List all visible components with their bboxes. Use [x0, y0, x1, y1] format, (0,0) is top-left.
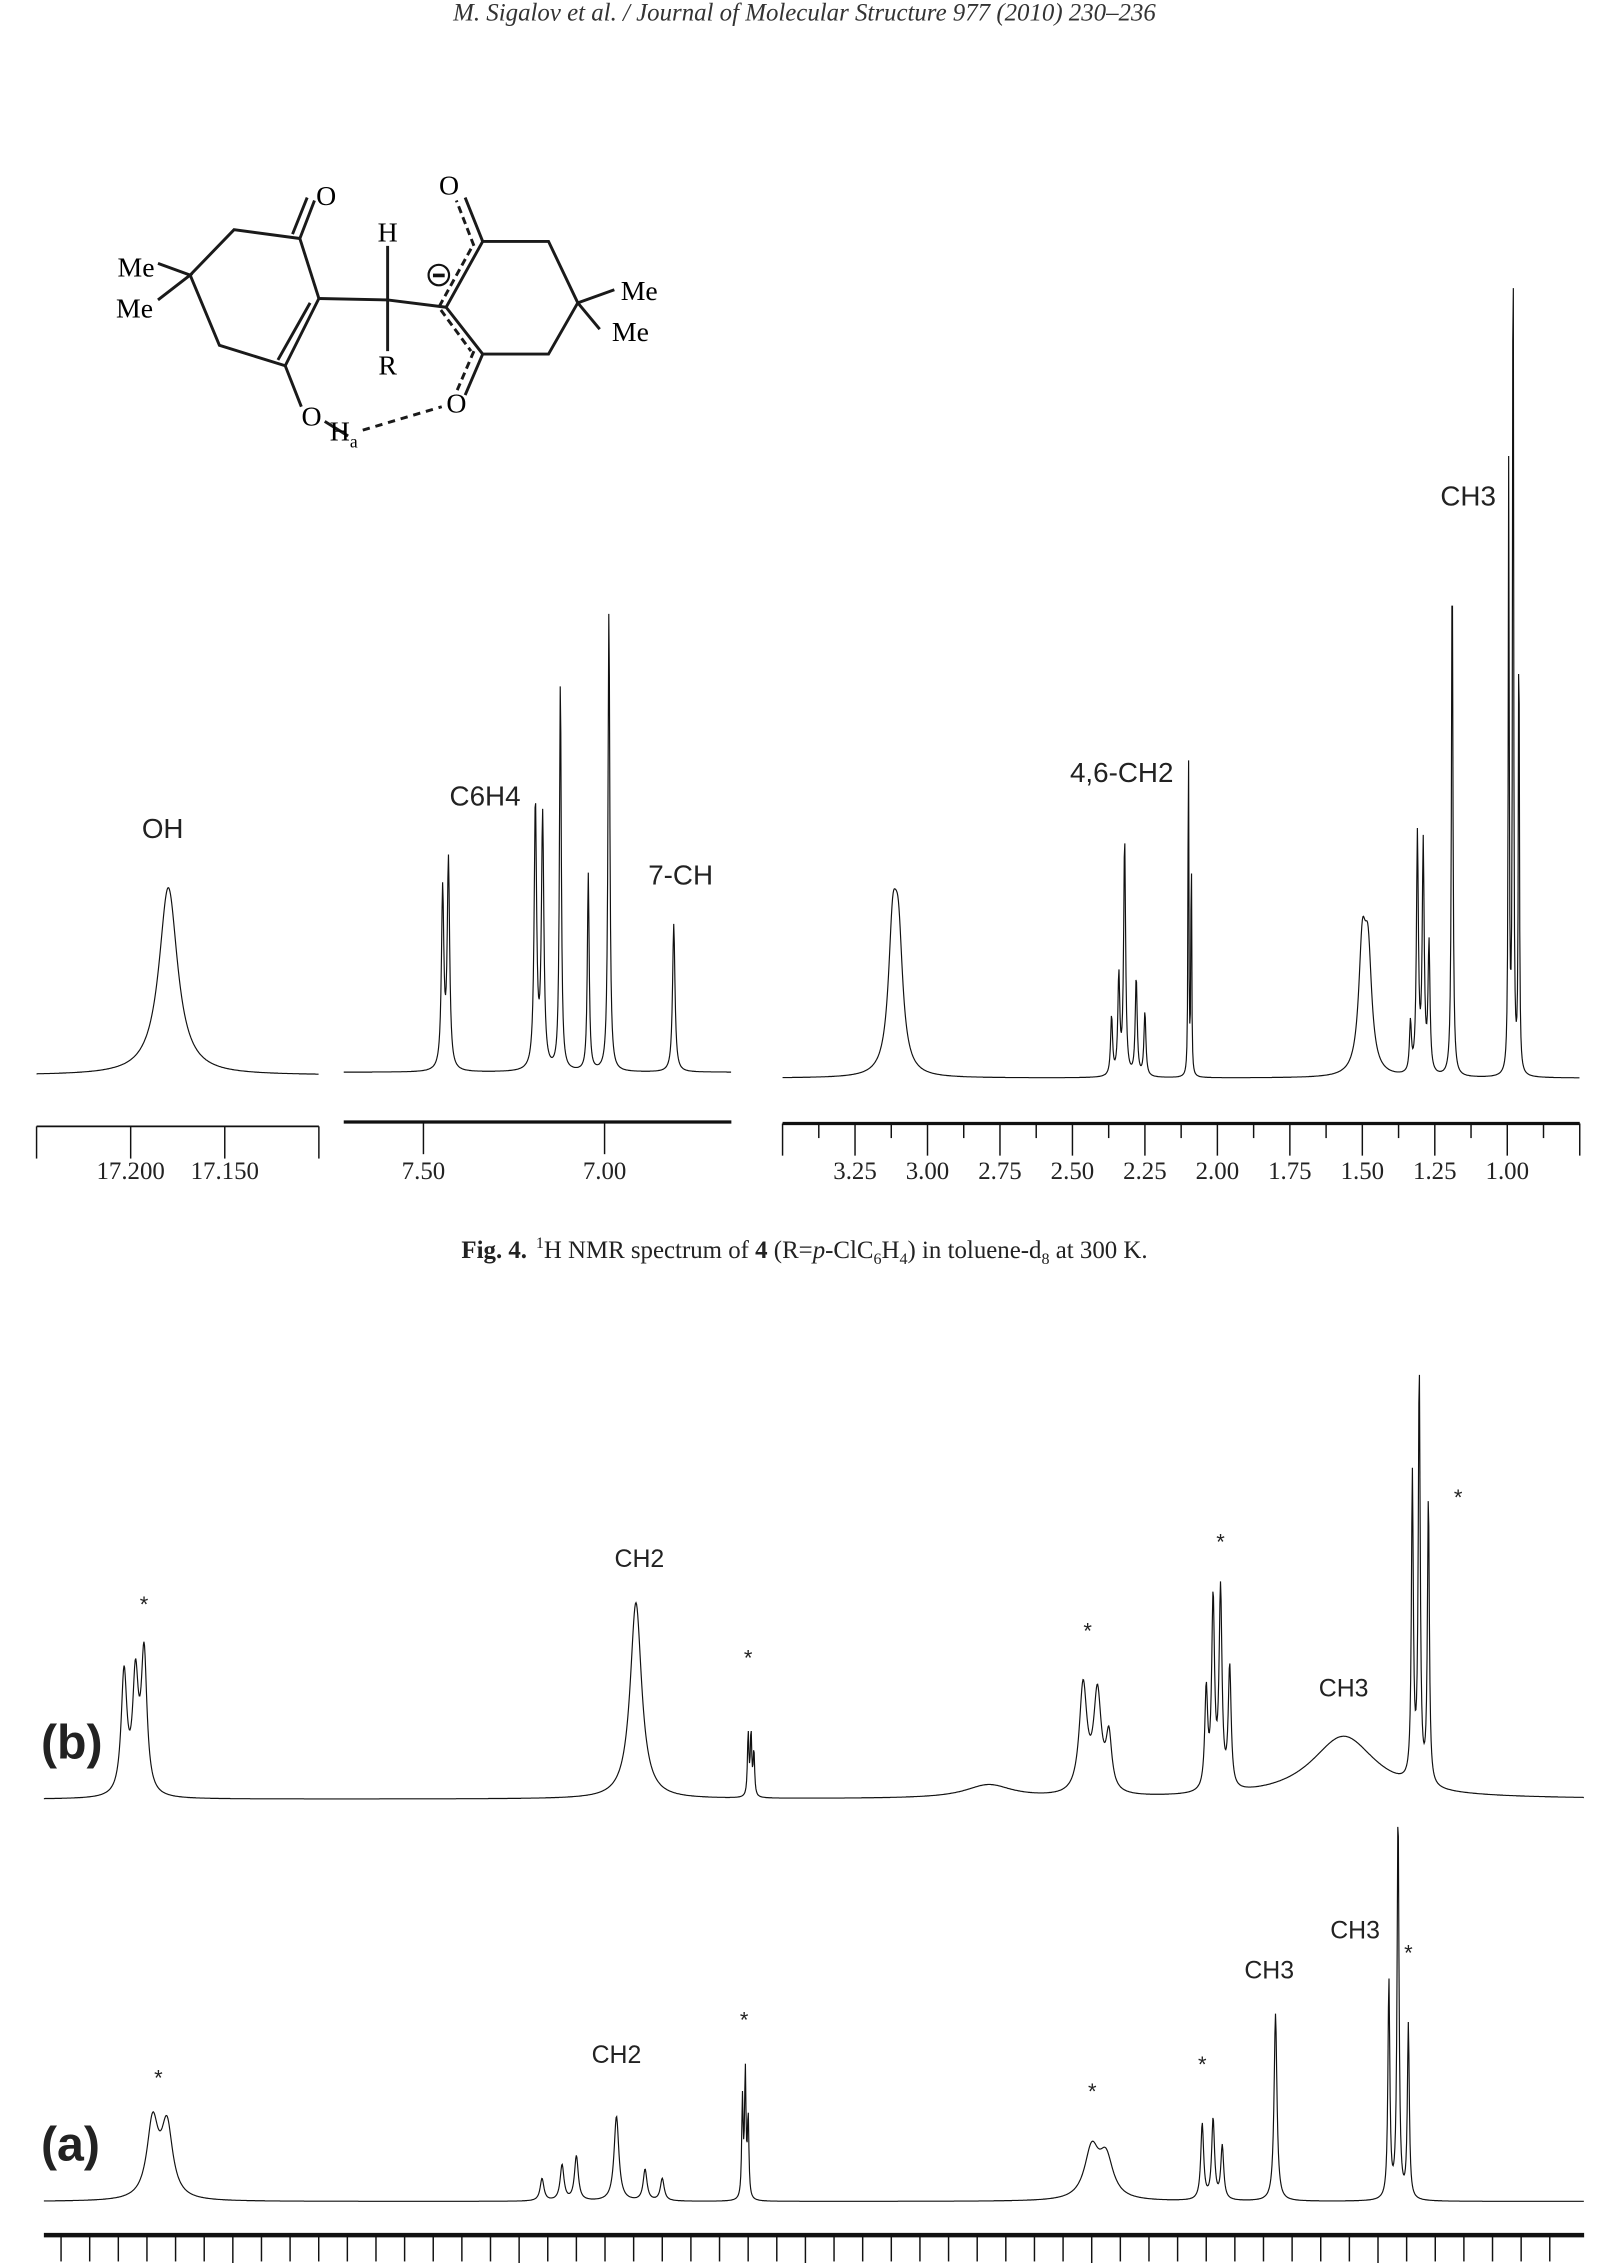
x-tick-label: 2.50 [1051, 1158, 1095, 1185]
peak-label: CH3 [1319, 1675, 1369, 1703]
peak-label: 7-CH [648, 860, 713, 891]
spectrum-b: (b) * CH2 * * * CH3 * [41, 1374, 1584, 1800]
atom-h: H [378, 217, 398, 248]
spectrum-trace [43, 1374, 1584, 1800]
asterisk-marker: * [1454, 1485, 1463, 1510]
x-tick-label: 2.75 [978, 1158, 1022, 1185]
spectrum-a: (a) * CH2 * * * CH3 CH3 * [41, 1826, 1584, 2202]
atom-me: Me [612, 317, 649, 348]
spectrum-trace [36, 886, 319, 1075]
x-tick-label: 1.25 [1413, 1158, 1457, 1185]
peak-label: CH2 [592, 2041, 642, 2069]
x-tick-label: 7.00 [583, 1158, 627, 1185]
peak-label: CH3 [1330, 1916, 1380, 1944]
atom-o: O [446, 389, 466, 420]
spectrum-panel-2: 7.50 7.00 C6H4 7-CH [343, 613, 732, 1185]
stacked-nmr-spectra: (b) * CH2 * * * CH3 * (a) * CH2 * * * CH3 CH3 * 3.002.502… [41, 1374, 1585, 2263]
fig4-nmr-spectrum: 17.200 17.150 OH 7.50 7.00 C6H4 7-CH 3.25 3.00 2.… [35, 288, 1581, 1185]
peak-label: 4,6-CH2 [1070, 757, 1173, 788]
asterisk-marker: * [740, 2007, 749, 2032]
spectrum-label: (b) [41, 1715, 103, 1769]
peak-label: CH2 [615, 1545, 665, 1573]
running-header: M. Sigalov et al. / Journal of Molecular… [452, 0, 1156, 27]
spectrum-label: (a) [41, 2118, 100, 2172]
asterisk-marker: * [1216, 1529, 1225, 1554]
peak-label: OH [142, 813, 184, 844]
x-tick-label: 17.150 [191, 1158, 259, 1185]
spectrum-panel-3: 3.25 3.00 2.75 2.50 2.25 2.00 1.75 1.50 1.25 1.00… [781, 288, 1581, 1185]
atom-r: R [378, 351, 397, 382]
x-tick-label: 1.75 [1268, 1158, 1312, 1185]
x-tick-label: 1.00 [1486, 1158, 1530, 1185]
x-axis: 3.002.502.001.501.00 [43, 2232, 1585, 2263]
negative-charge-icon [427, 263, 451, 287]
spectrum-trace [782, 288, 1580, 1079]
x-tick-label: 3.00 [906, 1158, 950, 1185]
atom-o: O [439, 171, 459, 202]
chemical-structure: O O H R Me Me Me Me O O Ha [116, 171, 658, 452]
peak-label: CH3 [1440, 480, 1496, 511]
peak-label: C6H4 [450, 781, 521, 812]
asterisk-marker: * [1404, 1941, 1413, 1966]
atom-o: O [302, 402, 322, 433]
atom-me: Me [118, 253, 155, 284]
atom-ha: Ha [330, 416, 358, 451]
asterisk-marker: * [1088, 2079, 1097, 2104]
x-tick-label: 2.00 [1196, 1158, 1240, 1185]
x-tick-label: 3.25 [833, 1158, 877, 1185]
atom-me: Me [621, 276, 658, 307]
spectrum-panel-1: 17.200 17.150 OH [35, 813, 320, 1185]
asterisk-marker: * [1083, 1619, 1092, 1644]
atom-me: Me [116, 293, 153, 324]
x-tick-label: 17.200 [96, 1158, 164, 1185]
x-tick-label: 2.25 [1123, 1158, 1167, 1185]
spectrum-trace [43, 1826, 1584, 2202]
x-tick-label: 1.50 [1341, 1158, 1385, 1185]
asterisk-marker: * [1198, 2052, 1207, 2077]
asterisk-marker: * [154, 2065, 163, 2090]
structure-bonds [157, 197, 615, 438]
atom-o: O [316, 181, 336, 212]
asterisk-marker: * [744, 1645, 753, 1670]
spectrum-trace [343, 613, 732, 1073]
peak-label: CH3 [1244, 1956, 1294, 1984]
figure-caption: Fig. 4. 1H NMR spectrum of 4 (R=p-ClC6H4)… [461, 1235, 1147, 1268]
x-tick-label: 7.50 [402, 1158, 446, 1185]
asterisk-marker: * [140, 1592, 149, 1617]
